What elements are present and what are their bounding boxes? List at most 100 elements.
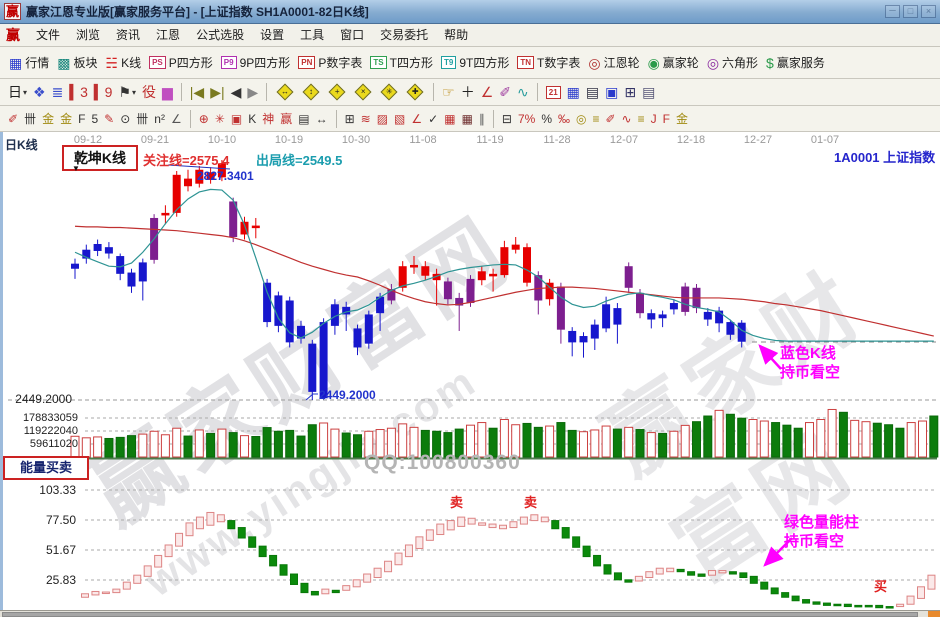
menu-item-文件[interactable]: 文件 [36, 28, 61, 42]
gold-comb-3-button[interactable]: 金 [676, 111, 688, 127]
mini-chart-3-button[interactable]: ▍3 [69, 84, 88, 100]
shen-tool-button[interactable]: 神 [262, 111, 274, 127]
ruler-button[interactable]: ▤ [298, 111, 309, 127]
square-target-button[interactable]: ▣ [231, 111, 242, 127]
9t-square-button[interactable]: T9 9T四方形 [440, 54, 509, 71]
gold-lines-button[interactable]: ≡ [592, 111, 599, 127]
gann-wheel-button[interactable]: ◎ 江恩轮 [588, 54, 639, 71]
gold-lines-2-button[interactable]: ≡ [638, 111, 645, 127]
go-first-button[interactable]: |◀ [190, 84, 204, 100]
gold-comb-2-button[interactable]: 金 [60, 111, 72, 127]
winner-wheel-button[interactable]: ◉ 赢家轮 [648, 54, 699, 71]
go-last-button[interactable]: ▶| [210, 84, 224, 100]
menu-item-设置[interactable]: 设置 [260, 28, 285, 42]
permille-line-button[interactable]: ‰ [558, 111, 570, 127]
wave-tool-button[interactable]: ∿ [622, 111, 632, 127]
price-tag-button[interactable]: ⊟ [502, 111, 512, 127]
gold-circle-button[interactable]: ◎ [576, 111, 586, 127]
windows-button[interactable]: ⊞ [624, 84, 636, 100]
maximize-button[interactable]: □ [903, 5, 918, 18]
t-number-table-button[interactable]: TN T数字表 [517, 54, 580, 71]
menu-item-公式选股[interactable]: 公式选股 [196, 28, 245, 42]
k-note-button[interactable]: K [248, 111, 256, 127]
angle-a-button[interactable]: ∠ [171, 111, 182, 127]
fan-lines-button[interactable]: ≋ [361, 111, 371, 127]
width-measure-button[interactable]: ↔ [316, 111, 328, 127]
hexagon-button[interactable]: ◎ 六角形 [707, 54, 758, 71]
fan-box-button[interactable]: ▨ [377, 111, 388, 127]
check-lines-button[interactable]: ✓ [428, 111, 438, 127]
gann-web-button[interactable]: ❖ [33, 84, 46, 100]
compass-button[interactable]: ⊙ [120, 111, 130, 127]
p-square-button[interactable]: PS P四方形 [149, 54, 213, 71]
diamond-cross-button[interactable]: + [327, 83, 347, 101]
brush-button[interactable]: ✐ [8, 111, 18, 127]
menu-item-窗口[interactable]: 窗口 [340, 28, 365, 42]
gann-frame-button[interactable]: ⊞ [345, 111, 355, 127]
scrollbar-thumb[interactable] [2, 612, 918, 617]
angle-tool-button[interactable]: ∠ [481, 84, 494, 100]
curve-tool-button[interactable]: ∿ [517, 84, 529, 100]
color-histogram-button[interactable]: ▆ [162, 84, 173, 100]
t-square-button[interactable]: TS T四方形 [370, 54, 433, 71]
info-list-button[interactable]: ≣ [52, 84, 64, 100]
go-prev-button[interactable]: ◀ [231, 84, 242, 100]
9p-square-button[interactable]: P9 9P四方形 [220, 54, 290, 71]
candle-style-button[interactable]: 日 ▾ [8, 84, 27, 100]
winner-service-button[interactable]: $ 赢家服务 [766, 54, 825, 71]
calendar-button[interactable]: 21 [545, 85, 561, 99]
menu-item-江恩[interactable]: 江恩 [156, 28, 181, 42]
pen-note-button[interactable]: ✐ [605, 111, 615, 127]
comb-2-button[interactable]: 卌 [136, 111, 148, 127]
menu-item-资讯[interactable]: 资讯 [116, 28, 141, 42]
flag-tool-button[interactable]: ⚑ ▾ [118, 84, 136, 100]
ying-tool-button[interactable]: 赢 [280, 111, 292, 127]
kline-chart-canvas[interactable] [0, 132, 940, 610]
kline-button[interactable]: ☵ K线 [106, 54, 142, 71]
n-squared-button[interactable]: n² [154, 111, 165, 127]
fan-square-button[interactable]: ▧ [394, 111, 405, 127]
print-button[interactable]: ▤ [642, 84, 655, 100]
p-number-table-button[interactable]: PN P数字表 [298, 54, 362, 71]
f-comb-button[interactable]: F [78, 111, 85, 127]
diamond-plus-button[interactable]: ✚ [405, 83, 425, 101]
crosshair-tool-button[interactable]: ＋ [461, 84, 475, 100]
hand-tool-button[interactable]: ☞ [442, 84, 455, 100]
horizontal-scrollbar[interactable] [0, 610, 940, 617]
grid-dark-button[interactable]: ▦ [462, 111, 473, 127]
grid-red-button[interactable]: ▦ [444, 111, 455, 127]
diamond-x-button[interactable]: × [353, 83, 373, 101]
diamond-horizontal-button[interactable]: ↔ [275, 83, 295, 101]
f-angle-button[interactable]: F [663, 111, 670, 127]
pencil-button[interactable]: ✎ [104, 111, 114, 127]
menu-item-工具[interactable]: 工具 [300, 28, 325, 42]
percent-line-button[interactable]: 7% [518, 111, 535, 127]
go-next-button[interactable]: ▶ [247, 84, 258, 100]
gann-target-button[interactable]: ⊕ [199, 111, 209, 127]
save-button[interactable]: ▣ [605, 84, 618, 100]
five-comb-button[interactable]: 5 [91, 111, 98, 127]
sectors-button[interactable]: ▩ 板块 [57, 54, 97, 71]
diamond-star-button[interactable]: ✳ [379, 83, 399, 101]
qiankun-kline-box[interactable]: 乾坤K线 ▼ [62, 145, 138, 173]
comb-button[interactable]: 卌 [24, 111, 36, 127]
gold-comb-1-button[interactable]: 金 [42, 111, 54, 127]
draw-tool-button[interactable]: ✐ [499, 84, 511, 100]
starburst-button[interactable]: ✳ [215, 111, 225, 127]
percent-button[interactable]: % [541, 111, 552, 127]
menu-item-浏览[interactable]: 浏览 [76, 28, 101, 42]
notebook-button[interactable]: ▤ [586, 84, 599, 100]
trend-angle-button[interactable]: ∠ [411, 111, 422, 127]
minimize-button[interactable]: － [885, 5, 900, 18]
mini-chart-9-button[interactable]: ▍9 [94, 84, 113, 100]
gann-figure-button[interactable]: 役 [142, 84, 156, 100]
menu-item-帮助[interactable]: 帮助 [444, 28, 469, 42]
diamond-vertical-button[interactable]: ↕ [301, 83, 321, 101]
quotes-button[interactable]: ▦ 行情 [9, 54, 49, 71]
j-angle-button[interactable]: J [651, 111, 657, 127]
calculator-button[interactable]: ▦ [567, 84, 580, 100]
menu-item-交易委托[interactable]: 交易委托 [380, 28, 429, 42]
parallel-lines-button[interactable]: ∥ [479, 111, 485, 127]
indicator-title-box[interactable]: 能量买卖 [3, 456, 89, 480]
close-button[interactable]: × [921, 5, 936, 18]
